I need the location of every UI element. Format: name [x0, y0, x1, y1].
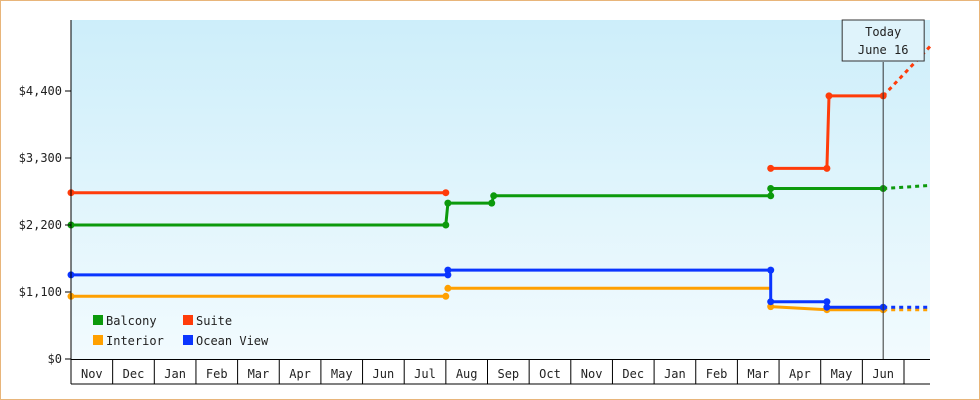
- x-month-label: Nov: [81, 367, 103, 381]
- x-month-label: May: [831, 367, 853, 381]
- series-point-balcony: [444, 199, 452, 207]
- legend-swatch-balcony: [93, 315, 103, 325]
- legend-label-interior: Interior: [106, 334, 164, 348]
- x-month-label: Feb: [706, 367, 728, 381]
- series-point-ocean-view: [444, 271, 452, 279]
- x-month-label: Apr: [289, 367, 311, 381]
- x-month-label: Aug: [456, 367, 478, 381]
- x-month-label: Dec: [622, 367, 644, 381]
- series-point-balcony: [442, 221, 450, 229]
- x-month-label: Mar: [248, 367, 270, 381]
- legend-swatch-suite: [183, 315, 193, 325]
- series-point-suite: [442, 189, 450, 197]
- series-point-balcony: [490, 192, 498, 200]
- today-callout-line2: June 16: [858, 43, 909, 57]
- today-callout-line1: Today: [865, 25, 901, 39]
- y-tick-label: $2,200: [19, 218, 62, 232]
- legend-swatch-interior: [93, 335, 103, 345]
- x-month-label: Mar: [747, 367, 769, 381]
- x-month-label: Sep: [497, 367, 519, 381]
- series-point-suite: [825, 92, 833, 100]
- x-month-label: May: [331, 367, 353, 381]
- y-tick-label: $0: [48, 352, 62, 366]
- series-projection-balcony: [883, 183, 932, 190]
- today-callout-box: [841, 19, 925, 62]
- series-line-suite: [770, 94, 884, 170]
- series-point-interior: [444, 284, 452, 292]
- legend-label-suite: Suite: [196, 314, 232, 328]
- series-point-suite: [823, 164, 831, 172]
- x-month-label: Jul: [414, 367, 436, 381]
- x-month-label: Jun: [872, 367, 894, 381]
- x-month-label: Jan: [664, 367, 686, 381]
- x-month-label: Nov: [581, 367, 603, 381]
- x-month-label: Oct: [539, 367, 561, 381]
- x-month-label: Jun: [373, 367, 395, 381]
- series-point-ocean-view: [823, 298, 831, 306]
- legend-label-ocean-view: Ocean View: [196, 334, 269, 348]
- series-point-balcony: [767, 192, 775, 200]
- x-month-label: Feb: [206, 367, 228, 381]
- x-month-label: Apr: [789, 367, 811, 381]
- legend-label-balcony: Balcony: [106, 314, 157, 328]
- series-point-interior: [767, 303, 775, 311]
- legend-swatch-ocean-view: [183, 335, 193, 345]
- y-tick-label: $4,400: [19, 84, 62, 98]
- y-tick-label: $3,300: [19, 151, 62, 165]
- series-point-balcony: [488, 199, 496, 207]
- series-point-interior: [442, 292, 450, 300]
- x-month-label: Dec: [123, 367, 145, 381]
- series-point-ocean-view: [767, 298, 775, 306]
- series-point-ocean-view: [444, 266, 452, 274]
- series-point-ocean-view: [767, 266, 775, 274]
- series-point-balcony: [767, 185, 775, 192]
- x-month-label: Jan: [164, 367, 186, 381]
- series-point-suite: [767, 164, 775, 172]
- y-tick-label: $1,100: [19, 285, 62, 299]
- series-point-ocean-view: [823, 303, 831, 311]
